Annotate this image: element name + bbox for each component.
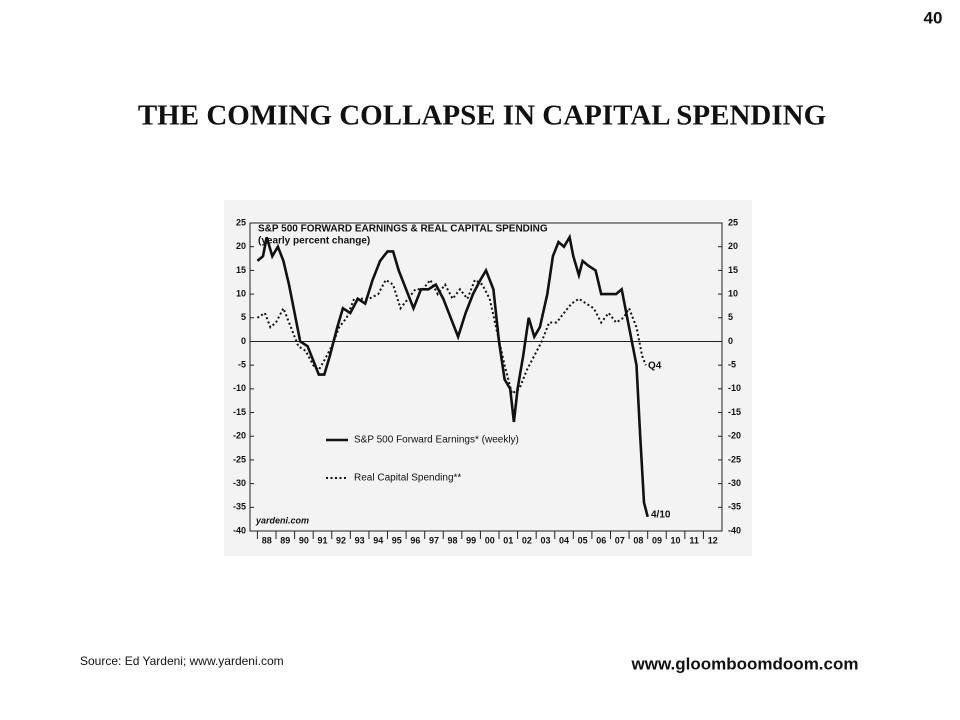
y-tick-label: -10 <box>233 383 246 393</box>
y-tick-label: -35 <box>233 502 246 512</box>
x-tick-label: 88 <box>262 535 272 545</box>
y2-tick-label: 10 <box>728 288 738 298</box>
x-tick-label: 01 <box>503 535 513 545</box>
x-tick-label: 06 <box>596 535 606 545</box>
y-tick-label: -40 <box>233 525 246 535</box>
plot-frame <box>249 222 723 532</box>
x-tick-label: 99 <box>466 535 476 545</box>
x-tick-label: 95 <box>392 535 402 545</box>
legend-label: S&P 500 Forward Earnings* (weekly) <box>354 435 519 446</box>
chart: -40-35-30-25-20-15-10-50510152025-40-35-… <box>233 217 741 545</box>
x-tick-label: 02 <box>522 535 532 545</box>
y-tick-label: 20 <box>236 241 246 251</box>
x-tick-label: 97 <box>429 535 439 545</box>
y2-tick-label: -30 <box>728 478 741 488</box>
y-tick-label: -25 <box>233 454 246 464</box>
y-tick-label: 25 <box>236 217 246 227</box>
y-tick-label: -30 <box>233 478 246 488</box>
y2-tick-label: 5 <box>728 312 733 322</box>
y2-tick-label: -40 <box>728 525 741 535</box>
y2-tick-label: -25 <box>728 454 741 464</box>
page-number: 40 <box>924 8 943 27</box>
x-tick-label: 04 <box>559 535 569 545</box>
x-tick-label: 00 <box>485 535 495 545</box>
y-tick-label: 5 <box>241 312 246 322</box>
x-tick-label: 94 <box>373 535 383 545</box>
x-tick-label: 92 <box>336 535 346 545</box>
x-tick-label: 12 <box>708 535 718 545</box>
x-tick-label: 10 <box>671 535 681 545</box>
x-tick-label: 08 <box>633 535 643 545</box>
x-tick-label: 07 <box>615 535 625 545</box>
source: Source: Ed Yardeni; www.yardeni.com <box>80 654 284 668</box>
slide-title: THE COMING COLLAPSE IN CAPITAL SPENDING <box>138 100 826 132</box>
x-tick-label: 93 <box>355 535 365 545</box>
y2-tick-label: 15 <box>728 265 738 275</box>
x-tick-label: 89 <box>280 535 290 545</box>
y2-tick-label: 0 <box>728 336 733 346</box>
x-tick-label: 09 <box>652 535 662 545</box>
y-tick-label: 0 <box>241 336 246 346</box>
legend-label: Real Capital Spending** <box>354 473 461 484</box>
x-tick-label: 05 <box>578 535 588 545</box>
chart-subtitle: (yearly percent change) <box>258 236 370 247</box>
chart-title: S&P 500 FORWARD EARNINGS & REAL CAPITAL … <box>258 224 548 235</box>
y-tick-label: -15 <box>233 407 246 417</box>
y2-tick-label: -10 <box>728 383 741 393</box>
x-tick-label: 03 <box>540 535 550 545</box>
y-tick-label: 15 <box>236 265 246 275</box>
y2-tick-label: -35 <box>728 502 741 512</box>
annotation: yardeni.com <box>255 515 309 525</box>
x-tick-label: 98 <box>448 535 458 545</box>
chart-background <box>224 200 752 556</box>
y-tick-label: 10 <box>236 288 246 298</box>
y-tick-label: -20 <box>233 431 246 441</box>
y2-tick-label: 20 <box>728 241 738 251</box>
website: www.gloomboomdoom.com <box>631 654 859 673</box>
x-tick-label: 90 <box>299 535 309 545</box>
y2-tick-label: -20 <box>728 431 741 441</box>
annotation: 4/10 <box>651 510 671 521</box>
y2-tick-label: 25 <box>728 217 738 227</box>
x-tick-label: 96 <box>410 535 420 545</box>
y2-tick-label: -15 <box>728 407 741 417</box>
x-tick-label: 91 <box>317 535 327 545</box>
y2-tick-label: -5 <box>728 360 736 370</box>
x-tick-label: 11 <box>689 535 699 545</box>
annotation: Q4 <box>648 361 662 372</box>
y-tick-label: -5 <box>238 360 246 370</box>
series-line <box>256 233 649 518</box>
